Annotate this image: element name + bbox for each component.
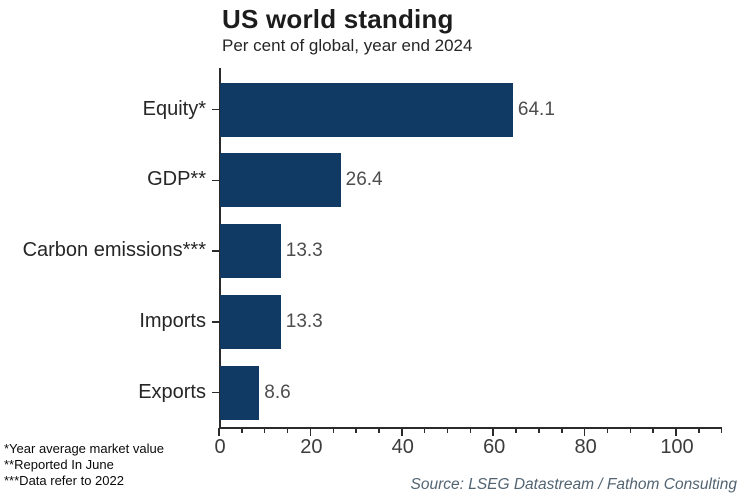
x-axis-major-tick xyxy=(218,428,220,436)
value-label-exports: 8.6 xyxy=(264,381,291,403)
x-axis-major-tick xyxy=(309,428,312,436)
y-axis-tick xyxy=(212,108,219,111)
y-axis-tick xyxy=(212,391,219,394)
x-axis-tick-label: 80 xyxy=(574,436,597,458)
category-label-equity: Equity* xyxy=(142,97,206,120)
value-label-gdp: 26.4 xyxy=(345,169,383,191)
footnote-1: *Year average market value xyxy=(4,441,164,456)
bar-equity xyxy=(220,82,513,137)
x-axis-minor-tick xyxy=(538,428,540,433)
bar-exports xyxy=(220,365,260,420)
x-axis-minor-tick xyxy=(378,428,380,433)
x-axis-line xyxy=(219,427,722,429)
x-axis-minor-tick xyxy=(652,428,654,433)
chart-subtitle: Per cent of global, year end 2024 xyxy=(222,36,473,55)
x-axis-tick-label: 0 xyxy=(214,436,226,458)
x-axis-minor-tick xyxy=(720,428,723,433)
value-label-equity: 64.1 xyxy=(517,98,555,120)
footnote-2: **Reported In June xyxy=(4,457,114,472)
footnote-3: ***Data refer to 2022 xyxy=(4,473,124,488)
x-axis-minor-tick xyxy=(355,428,357,433)
x-axis-minor-tick xyxy=(561,428,563,433)
x-axis-tick-label: 60 xyxy=(483,436,506,458)
x-axis-major-tick xyxy=(401,428,403,436)
value-label-carbon-emissions: 13.3 xyxy=(285,240,323,261)
x-axis-minor-tick xyxy=(606,428,609,433)
category-label-exports: Exports xyxy=(138,380,206,403)
x-axis-minor-tick xyxy=(515,428,517,433)
source-credit: Source: LSEG Datastream / Fathom Consult… xyxy=(410,476,737,493)
x-axis-major-tick xyxy=(583,428,586,436)
x-axis-minor-tick xyxy=(241,428,243,433)
x-axis-minor-tick xyxy=(629,428,632,433)
category-label-carbon-emissions: Carbon emissions*** xyxy=(22,239,206,261)
bar-gdp xyxy=(220,153,341,208)
x-axis-minor-tick xyxy=(423,428,426,433)
x-axis-tick-label: 40 xyxy=(391,436,414,458)
y-axis-tick xyxy=(212,321,219,323)
category-label-gdp: GDP** xyxy=(147,168,206,191)
chart-title: US world standing xyxy=(222,4,454,34)
x-axis-tick-label: 100 xyxy=(660,436,694,458)
y-axis-tick xyxy=(212,179,219,181)
y-axis-line xyxy=(219,68,221,427)
x-axis-minor-tick xyxy=(698,428,700,433)
bar-carbon-emissions xyxy=(220,224,281,278)
x-axis-minor-tick xyxy=(446,428,449,433)
category-label-imports: Imports xyxy=(139,309,206,332)
y-axis-tick xyxy=(212,250,219,252)
x-axis-minor-tick xyxy=(263,428,266,433)
bar-imports xyxy=(220,294,281,349)
x-axis-minor-tick xyxy=(332,428,334,433)
x-axis-major-tick xyxy=(675,428,677,436)
x-axis-major-tick xyxy=(492,428,494,436)
value-label-imports: 13.3 xyxy=(285,310,323,332)
x-axis-tick-label: 20 xyxy=(300,436,323,458)
x-axis-minor-tick xyxy=(469,428,472,433)
x-axis-minor-tick xyxy=(286,428,289,433)
